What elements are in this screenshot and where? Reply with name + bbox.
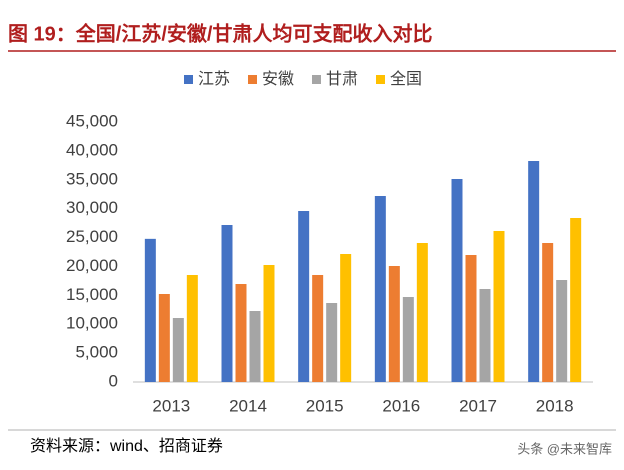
bar <box>374 196 386 382</box>
bar <box>144 238 156 382</box>
bar <box>570 217 582 382</box>
chart-title: 图 19：全国/江苏/安徽/甘肃人均可支配收入对比 <box>8 21 432 45</box>
bar <box>186 275 198 382</box>
legend-label: 甘肃 <box>326 70 358 88</box>
bar <box>542 242 554 382</box>
x-tick-label: 2017 <box>459 396 497 415</box>
bar <box>465 255 477 382</box>
legend-swatch <box>376 75 385 84</box>
bar <box>388 265 400 382</box>
y-tick-label: 5,000 <box>75 343 118 362</box>
source-note: 资料来源：wind、招商证券 <box>30 437 223 455</box>
bar <box>312 274 324 382</box>
bar <box>263 265 275 382</box>
y-tick-label: 0 <box>109 371 118 390</box>
watermark: 头条 @未来智库 <box>517 441 612 456</box>
bar <box>172 317 184 382</box>
y-tick-label: 15,000 <box>66 285 118 304</box>
legend-swatch <box>248 75 257 84</box>
y-tick-label: 10,000 <box>66 314 118 333</box>
bar <box>402 297 414 382</box>
bar <box>528 161 540 382</box>
bar <box>298 211 310 382</box>
x-tick-label: 2018 <box>536 396 574 415</box>
legend-swatch <box>312 75 321 84</box>
x-tick-label: 2016 <box>382 396 420 415</box>
bar <box>249 311 261 382</box>
x-tick-label: 2015 <box>306 396 344 415</box>
bar <box>493 230 505 382</box>
y-tick-label: 40,000 <box>66 140 118 159</box>
y-tick-label: 35,000 <box>66 169 118 188</box>
y-tick-label: 30,000 <box>66 198 118 217</box>
bar <box>451 178 463 382</box>
legend-label: 江苏 <box>198 70 230 88</box>
x-tick-label: 2013 <box>152 396 190 415</box>
bar <box>416 242 428 382</box>
bar <box>340 253 352 382</box>
x-tick-label: 2014 <box>229 396 267 415</box>
bar <box>479 289 491 382</box>
bar <box>221 225 233 382</box>
bar <box>235 284 247 382</box>
y-tick-label: 20,000 <box>66 256 118 275</box>
y-tick-label: 25,000 <box>66 227 118 246</box>
legend-swatch <box>184 75 193 84</box>
bar <box>326 303 338 382</box>
legend-label: 安徽 <box>262 70 294 88</box>
bar <box>158 294 170 382</box>
bar <box>556 279 568 382</box>
legend-label: 全国 <box>390 70 422 88</box>
y-tick-label: 45,000 <box>66 111 118 130</box>
